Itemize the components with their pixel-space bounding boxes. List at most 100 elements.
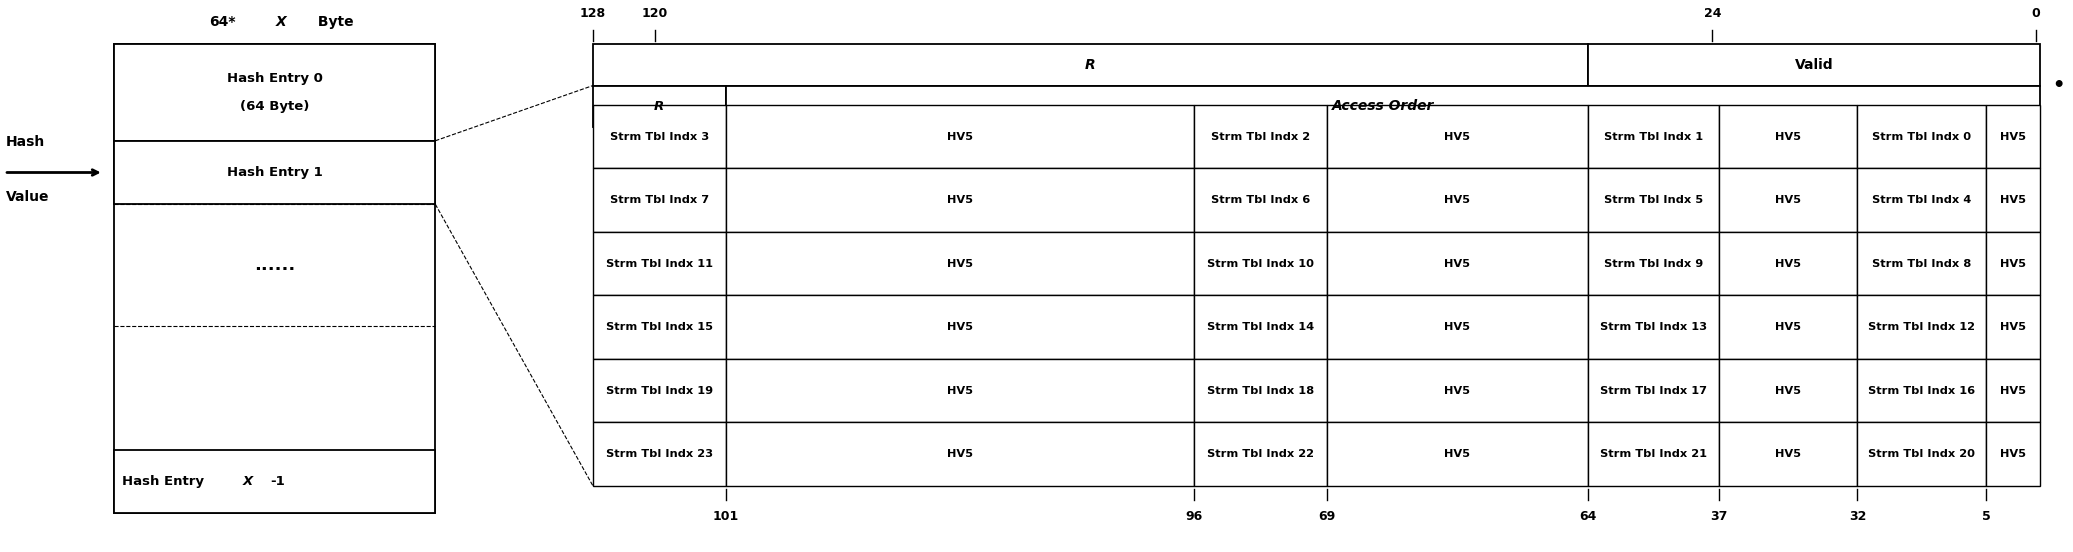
Text: Hash Entry 0: Hash Entry 0: [226, 72, 323, 85]
Bar: [1986, 105, 2040, 168]
Text: Strm Tbl Indx 15: Strm Tbl Indx 15: [605, 322, 713, 332]
Text: HV5: HV5: [2000, 195, 2025, 205]
Text: HV5: HV5: [1445, 449, 1470, 459]
Text: HV5: HV5: [1774, 258, 1801, 269]
Bar: [1588, 359, 1719, 422]
Text: HV5: HV5: [947, 449, 972, 459]
Bar: [1194, 295, 1327, 359]
Bar: [593, 44, 1588, 86]
Bar: [593, 168, 726, 232]
Text: ......: ......: [255, 256, 294, 274]
Text: HV5: HV5: [1445, 385, 1470, 396]
Bar: [726, 168, 1194, 232]
Text: Strm Tbl Indx 2: Strm Tbl Indx 2: [1211, 131, 1310, 142]
Text: Strm Tbl Indx 20: Strm Tbl Indx 20: [1868, 449, 1976, 459]
Bar: [726, 86, 2040, 127]
Text: 128: 128: [580, 7, 605, 20]
Text: 69: 69: [1318, 509, 1335, 523]
Bar: [1986, 168, 2040, 232]
Text: 64*: 64*: [209, 15, 236, 29]
Bar: [1588, 44, 2040, 86]
Bar: [1588, 105, 1719, 168]
Text: Strm Tbl Indx 1: Strm Tbl Indx 1: [1605, 131, 1702, 142]
Text: HV5: HV5: [2000, 131, 2025, 142]
Bar: [114, 141, 435, 204]
Bar: [1719, 105, 1857, 168]
Text: Value: Value: [6, 190, 50, 204]
Text: Strm Tbl Indx 11: Strm Tbl Indx 11: [605, 258, 713, 269]
Text: Strm Tbl Indx 10: Strm Tbl Indx 10: [1206, 258, 1314, 269]
Bar: [1588, 232, 1719, 295]
Bar: [1588, 295, 1719, 359]
Text: Access Order: Access Order: [1331, 99, 1435, 113]
Text: HV5: HV5: [1774, 322, 1801, 332]
Bar: [1588, 168, 1719, 232]
Text: Strm Tbl Indx 23: Strm Tbl Indx 23: [605, 449, 713, 459]
Text: 120: 120: [643, 7, 668, 20]
Text: •: •: [2052, 76, 2065, 95]
Text: Strm Tbl Indx 7: Strm Tbl Indx 7: [609, 195, 709, 205]
Text: HV5: HV5: [2000, 385, 2025, 396]
Bar: [1986, 359, 2040, 422]
Bar: [1327, 295, 1588, 359]
Text: HV5: HV5: [1445, 322, 1470, 332]
Text: HV5: HV5: [2000, 258, 2025, 269]
Text: HV5: HV5: [2000, 322, 2025, 332]
Bar: [1857, 232, 1986, 295]
Text: Valid: Valid: [1795, 58, 1833, 72]
Text: HV5: HV5: [947, 131, 972, 142]
Bar: [1194, 232, 1327, 295]
Bar: [593, 86, 726, 127]
Text: HV5: HV5: [1445, 195, 1470, 205]
Bar: [1327, 232, 1588, 295]
Bar: [1857, 295, 1986, 359]
Text: Strm Tbl Indx 5: Strm Tbl Indx 5: [1605, 195, 1702, 205]
Text: Strm Tbl Indx 19: Strm Tbl Indx 19: [605, 385, 713, 396]
Text: Strm Tbl Indx 3: Strm Tbl Indx 3: [609, 131, 709, 142]
Text: Hash: Hash: [6, 135, 46, 149]
Text: 64: 64: [1580, 509, 1596, 523]
Bar: [1857, 422, 1986, 486]
Text: Strm Tbl Indx 8: Strm Tbl Indx 8: [1872, 258, 1971, 269]
Text: 101: 101: [713, 509, 738, 523]
Text: Strm Tbl Indx 4: Strm Tbl Indx 4: [1872, 195, 1971, 205]
Bar: [726, 232, 1194, 295]
Text: HV5: HV5: [1445, 258, 1470, 269]
Bar: [726, 105, 1194, 168]
Bar: [1986, 422, 2040, 486]
Text: HV5: HV5: [1774, 449, 1801, 459]
Bar: [1327, 105, 1588, 168]
Text: -1: -1: [269, 475, 286, 488]
Text: X: X: [243, 475, 253, 488]
Text: HV5: HV5: [1445, 131, 1470, 142]
Bar: [1719, 168, 1857, 232]
Bar: [726, 422, 1194, 486]
Text: Byte: Byte: [313, 15, 354, 29]
Text: 0: 0: [2032, 7, 2040, 20]
Text: Strm Tbl Indx 16: Strm Tbl Indx 16: [1868, 385, 1976, 396]
Bar: [593, 295, 726, 359]
Text: Strm Tbl Indx 17: Strm Tbl Indx 17: [1600, 385, 1706, 396]
Text: (64 Byte): (64 Byte): [240, 100, 309, 113]
Bar: [593, 105, 726, 168]
Bar: [593, 359, 726, 422]
Text: HV5: HV5: [1774, 131, 1801, 142]
Text: HV5: HV5: [1774, 385, 1801, 396]
Bar: [1857, 168, 1986, 232]
Text: R: R: [1084, 58, 1097, 72]
Text: Strm Tbl Indx 0: Strm Tbl Indx 0: [1872, 131, 1971, 142]
Bar: [1194, 359, 1327, 422]
Bar: [1327, 359, 1588, 422]
Bar: [1986, 295, 2040, 359]
Text: HV5: HV5: [1774, 195, 1801, 205]
Bar: [726, 359, 1194, 422]
Bar: [593, 422, 726, 486]
Text: 5: 5: [1982, 509, 1990, 523]
Bar: [1719, 422, 1857, 486]
Text: X: X: [276, 15, 286, 29]
Bar: [1986, 232, 2040, 295]
Bar: [114, 44, 435, 513]
Bar: [1194, 105, 1327, 168]
Text: 32: 32: [1849, 509, 1866, 523]
Bar: [1327, 422, 1588, 486]
